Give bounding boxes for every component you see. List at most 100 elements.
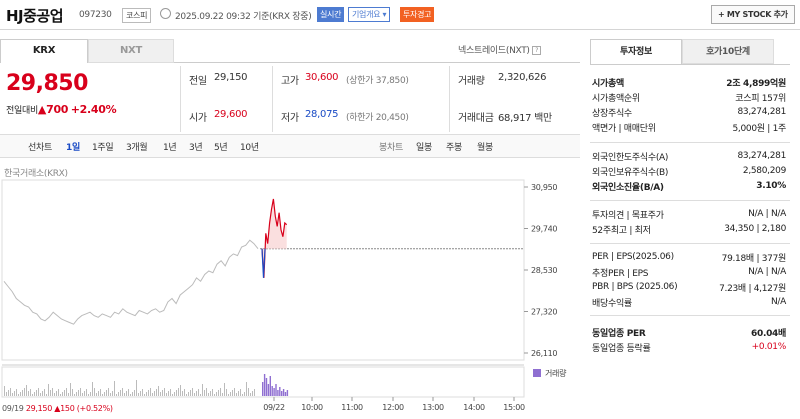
volume-bar bbox=[228, 394, 229, 396]
info-label: 배당수익률 bbox=[592, 298, 632, 309]
x-tick-label: 09/22 bbox=[263, 403, 285, 412]
period-monthly[interactable]: 월봉 bbox=[477, 143, 493, 153]
volume-bar bbox=[18, 394, 19, 396]
volume-legend: 거래량 bbox=[545, 368, 567, 378]
info-label: 외국인한도주식수(A) bbox=[592, 152, 669, 163]
volume-bar bbox=[158, 386, 159, 396]
volume-bar bbox=[104, 392, 105, 396]
volume-bar-today bbox=[281, 391, 283, 396]
period-3month[interactable]: 3개월 bbox=[126, 143, 148, 153]
info-value: 79.18배 | 377원 bbox=[721, 253, 787, 264]
volume-bar bbox=[162, 390, 163, 396]
volume-bar bbox=[52, 388, 53, 396]
volume-bar bbox=[214, 394, 215, 396]
volume-bar-today bbox=[265, 378, 268, 396]
volume-bar bbox=[136, 380, 137, 396]
tab-investment-info[interactable]: 투자정보 bbox=[590, 39, 682, 64]
volume-bar bbox=[142, 389, 143, 396]
volume-bar bbox=[250, 393, 251, 396]
volume-bar bbox=[130, 394, 131, 396]
info-value: N/A bbox=[770, 297, 786, 307]
info-label: 투자의견 | 목표주가 bbox=[592, 210, 664, 221]
volume-bar bbox=[82, 393, 83, 396]
volume-bar bbox=[178, 388, 179, 396]
volume-bar bbox=[230, 392, 231, 396]
volume-bar bbox=[36, 390, 37, 396]
volume-bar bbox=[14, 391, 15, 396]
volume-bar bbox=[174, 392, 175, 396]
y-tick-label: 29,740 bbox=[531, 225, 557, 234]
clock-icon bbox=[160, 8, 171, 19]
volume-bar bbox=[24, 388, 25, 396]
volume-bar bbox=[198, 389, 199, 396]
company-overview-button[interactable]: 기업개요 ▾ bbox=[348, 7, 391, 22]
y-tick-label: 26,110 bbox=[531, 349, 557, 358]
period-1year[interactable]: 1년 bbox=[163, 143, 177, 153]
volume-legend-icon bbox=[533, 369, 541, 377]
info-row: 외국인소진율(B/A) 3.10% bbox=[592, 179, 786, 193]
volume-bar bbox=[4, 386, 5, 396]
candle-chart-toggle[interactable]: 봉차트 bbox=[379, 143, 403, 153]
volume-bar bbox=[88, 394, 89, 396]
row-separator bbox=[590, 243, 790, 244]
info-row: 투자의견 | 목표주가 N/A | N/A bbox=[592, 207, 786, 221]
tab-krx[interactable]: KRX bbox=[0, 39, 88, 63]
price-chart[interactable]: 30,950 29,740 28,530 27,320 26,110 09/22 10:0… bbox=[0, 175, 580, 419]
realtime-badge[interactable]: 실시간 bbox=[317, 7, 345, 22]
volume-bar bbox=[244, 392, 245, 396]
info-value: +0.01% bbox=[751, 342, 787, 352]
volume-bar bbox=[20, 392, 21, 396]
add-mystock-button[interactable]: + MY STOCK 추가 bbox=[711, 5, 795, 24]
info-label: 외국인보유주식수(B) bbox=[592, 167, 669, 178]
volume-bar bbox=[146, 392, 147, 396]
volume-bar bbox=[150, 388, 151, 396]
trading-amount: 68,917 백만 bbox=[498, 113, 552, 124]
period-weekly[interactable]: 주봉 bbox=[446, 143, 462, 153]
x-tick-label: 11:00 bbox=[341, 403, 363, 412]
row-separator bbox=[590, 315, 790, 316]
volume-bar bbox=[210, 391, 211, 396]
info-value: 83,274,281 bbox=[737, 107, 786, 117]
volume-bar bbox=[54, 393, 55, 396]
volume-bar bbox=[226, 389, 227, 396]
volume-bar bbox=[164, 388, 165, 396]
volume-bar bbox=[180, 385, 181, 396]
period-1day[interactable]: 1일 bbox=[66, 143, 80, 153]
volume-bar-today bbox=[282, 389, 285, 396]
volume-bar bbox=[236, 393, 237, 396]
volume-bar bbox=[152, 393, 153, 396]
x-tick-label: 15:00 bbox=[503, 403, 525, 412]
info-row: 시가총액순위 코스피 157위 bbox=[592, 90, 786, 104]
period-5year[interactable]: 5년 bbox=[214, 143, 228, 153]
period-10year[interactable]: 10년 bbox=[240, 143, 259, 153]
tab-nxt[interactable]: NXT bbox=[88, 39, 174, 63]
volume-bar bbox=[192, 388, 193, 396]
row-separator bbox=[590, 200, 790, 201]
volume-bar-today bbox=[277, 390, 279, 396]
header-bar bbox=[0, 0, 800, 30]
volume-bar-today bbox=[273, 388, 275, 396]
high-price: 30,600 bbox=[305, 72, 339, 83]
volume-bar bbox=[220, 388, 221, 396]
period-1week[interactable]: 1주일 bbox=[92, 143, 114, 153]
volume-bar bbox=[248, 388, 249, 396]
volume-bar bbox=[40, 393, 41, 396]
info-row: 시가총액 2조 4,899억원 bbox=[592, 75, 786, 89]
volume-bar bbox=[242, 394, 243, 396]
nxt-link[interactable]: 넥스트레이드(NXT) ? bbox=[458, 43, 542, 56]
volume-bar bbox=[96, 393, 97, 396]
period-3year[interactable]: 3년 bbox=[189, 143, 203, 153]
help-icon[interactable]: ? bbox=[532, 46, 542, 55]
volume-bar bbox=[76, 392, 77, 396]
info-value: 2,580,209 bbox=[742, 166, 786, 176]
history-line bbox=[3, 239, 259, 325]
line-chart-toggle[interactable]: 선차트 bbox=[28, 143, 52, 153]
info-value: 5,000원 | 1주 bbox=[732, 123, 786, 134]
info-value: 60.04배 bbox=[751, 328, 786, 339]
volume-bar bbox=[222, 393, 223, 396]
volume-bar bbox=[112, 391, 113, 396]
y-tick-label: 27,320 bbox=[531, 308, 557, 317]
info-row: 상장주식수 83,274,281 bbox=[592, 105, 786, 119]
tab-order-book[interactable]: 호가10단계 bbox=[682, 39, 774, 64]
period-daily[interactable]: 일봉 bbox=[416, 143, 432, 153]
